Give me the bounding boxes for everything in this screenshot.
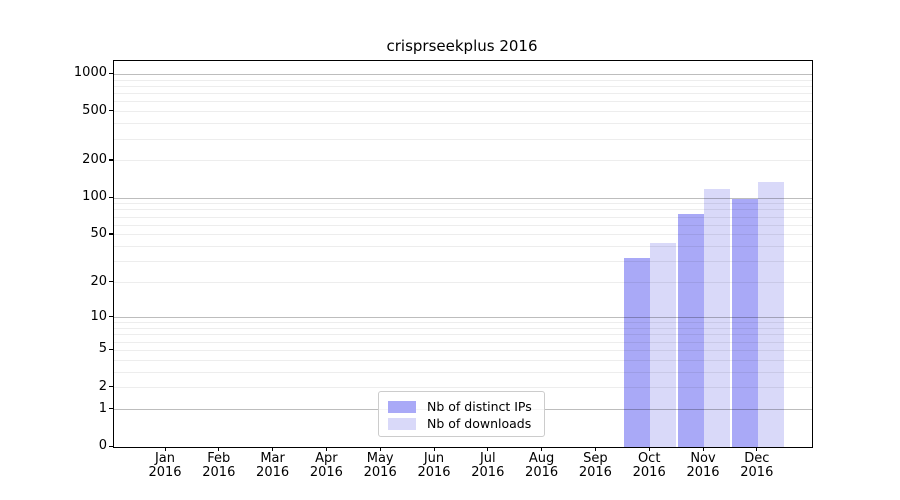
x-tick-label-jul: Jul 2016 (471, 451, 505, 480)
x-tick-mark-nov (702, 447, 704, 451)
y-tick-mark-1 (109, 408, 113, 410)
y-tick-mark-100 (109, 196, 113, 198)
x-tick-mark-mar (272, 447, 274, 451)
gridline-20 (114, 282, 812, 284)
gridline-60 (114, 224, 812, 226)
chart-title: crisprseekplus 2016 (386, 37, 538, 55)
gridline-900 (114, 79, 812, 81)
y-tick-mark-500 (109, 110, 113, 112)
bar-dec-distinct-ips (731, 199, 758, 447)
bar-nov-distinct-ips (678, 214, 704, 447)
legend-item-downloads: Nb of downloads (388, 416, 535, 431)
y-tick-label-2: 2 (98, 378, 107, 394)
gridline-7 (114, 334, 812, 336)
x-tick-label-feb: Feb 2016 (202, 451, 236, 480)
y-tick-label-200: 200 (82, 151, 107, 167)
gridline-9 (114, 322, 812, 324)
bar-oct-distinct-ips (624, 258, 651, 447)
gridline-8 (114, 327, 812, 329)
gridline-4 (114, 359, 812, 361)
legend-label: Nb of distinct IPs (427, 399, 532, 414)
y-tick-mark-0 (109, 445, 113, 447)
x-tick-mark-jan (164, 447, 166, 451)
x-tick-mark-dec (756, 447, 758, 451)
y-tick-label-0: 0 (98, 438, 107, 453)
x-tick-label-oct: Oct 2016 (632, 451, 666, 480)
gridline-100 (114, 197, 812, 199)
y-tick-mark-1000 (109, 72, 113, 75)
x-tick-label-aug: Aug 2016 (525, 451, 559, 480)
y-tick-label-100: 100 (82, 189, 107, 205)
y-tick-label-10: 10 (90, 308, 107, 324)
y-tick-mark-50 (109, 233, 113, 235)
gridline-70 (114, 216, 812, 218)
x-tick-mark-jun (433, 447, 435, 451)
x-tick-mark-aug (541, 447, 543, 451)
gridline-80 (114, 209, 812, 211)
y-tick-label-1000: 1000 (73, 65, 107, 81)
gridline-200 (114, 160, 812, 162)
x-tick-mark-oct (648, 447, 650, 451)
bar-oct-downloads (650, 242, 677, 447)
y-tick-mark-20 (109, 281, 113, 283)
x-tick-label-apr: Apr 2016 (309, 451, 343, 480)
x-tick-label-jun: Jun 2016 (417, 451, 451, 480)
x-tick-label-sep: Sep 2016 (578, 451, 612, 480)
gridline-300 (114, 138, 812, 140)
y-tick-label-5: 5 (98, 341, 107, 357)
gridline-90 (114, 203, 812, 205)
y-tick-mark-10 (109, 316, 113, 318)
bar-nov-downloads (704, 189, 730, 447)
legend-label: Nb of downloads (427, 416, 532, 431)
gridline-10 (114, 317, 812, 319)
gridline-6 (114, 341, 812, 343)
x-tick-mark-feb (218, 447, 220, 451)
y-tick-label-50: 50 (90, 225, 107, 241)
y-tick-mark-200 (109, 159, 113, 161)
legend: Nb of distinct IPs Nb of downloads (378, 391, 545, 437)
gridline-5 (114, 349, 812, 351)
gridline-3 (114, 371, 812, 373)
x-tick-label-dec: Dec 2016 (740, 451, 774, 480)
plot-area (113, 60, 813, 448)
gridline-30 (114, 261, 812, 263)
y-tick-label-20: 20 (90, 273, 107, 289)
gridline-50 (114, 234, 812, 236)
x-tick-label-nov: Nov 2016 (686, 451, 720, 480)
x-tick-label-jan: Jan 2016 (148, 451, 182, 480)
x-tick-label-may: May 2016 (363, 451, 397, 480)
x-tick-mark-may (379, 447, 381, 451)
y-tick-label-1: 1 (98, 400, 107, 416)
gridline-1000 (114, 73, 812, 75)
y-tick-mark-5 (109, 348, 113, 351)
gridline-40 (114, 246, 812, 248)
y-tick-label-500: 500 (82, 102, 107, 118)
x-tick-mark-apr (325, 447, 328, 451)
gridline-400 (114, 123, 812, 125)
gridline-600 (114, 101, 812, 103)
x-tick-mark-sep (594, 447, 597, 451)
gridline-700 (114, 93, 812, 95)
legend-item-distinct-ips: Nb of distinct IPs (388, 399, 535, 414)
x-tick-label-mar: Mar 2016 (256, 451, 290, 480)
bar-dec-downloads (757, 182, 784, 447)
gridline-500 (114, 111, 812, 113)
y-tick-mark-2 (109, 386, 113, 388)
x-tick-mark-jul (487, 447, 489, 451)
gridline-800 (114, 85, 812, 87)
legend-swatch-downloads (388, 417, 416, 430)
legend-swatch-distinct-ips (388, 400, 416, 413)
gridline-2 (114, 387, 812, 389)
